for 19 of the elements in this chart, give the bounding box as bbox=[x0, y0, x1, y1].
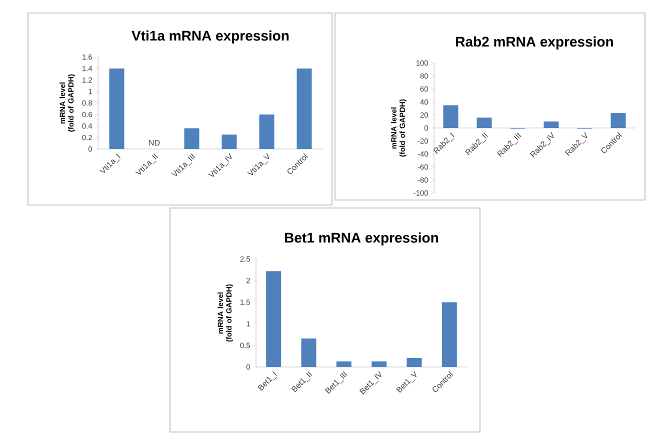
bar bbox=[259, 114, 274, 149]
bar bbox=[610, 113, 626, 128]
bar bbox=[266, 271, 282, 367]
bar bbox=[109, 68, 124, 149]
bar bbox=[301, 338, 316, 367]
bar bbox=[184, 128, 200, 149]
bar bbox=[544, 121, 559, 128]
annotation: ND bbox=[149, 140, 160, 146]
bar bbox=[442, 302, 457, 367]
bar bbox=[372, 361, 387, 367]
bar bbox=[296, 68, 312, 149]
bar bbox=[222, 134, 237, 149]
chart-title: Vti1a mRNA expression bbox=[132, 30, 289, 44]
bar bbox=[443, 105, 458, 128]
bar bbox=[336, 361, 352, 367]
bar bbox=[406, 358, 422, 367]
chart-title: Bet1 mRNA expression bbox=[285, 232, 438, 246]
bar bbox=[476, 118, 492, 128]
chart-title: Rab2 mRNA expression bbox=[456, 36, 613, 50]
